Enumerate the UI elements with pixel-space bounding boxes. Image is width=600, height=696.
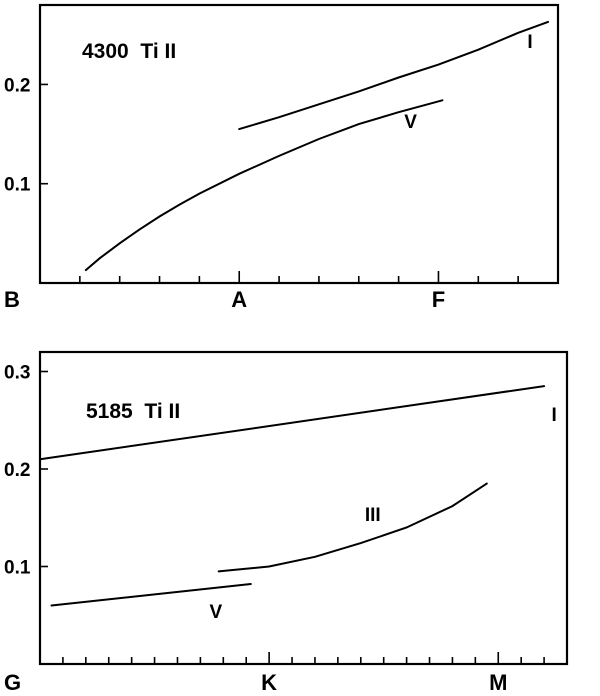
series-line-iii xyxy=(217,482,488,573)
x-tick-label: K xyxy=(261,670,277,695)
x-tick-label: B xyxy=(4,287,20,312)
series-line-v xyxy=(84,99,444,272)
series-label-i: I xyxy=(527,32,532,53)
series-line-v xyxy=(50,583,252,607)
x-minor-ticks xyxy=(62,652,545,664)
plot-frame xyxy=(38,3,560,285)
series-line-i xyxy=(39,385,546,461)
series-group: IV xyxy=(84,20,549,272)
x-tick-label: G xyxy=(4,670,21,695)
series-line-i xyxy=(238,20,549,131)
x-tick-label: F xyxy=(432,287,445,312)
plot-frame xyxy=(38,350,569,666)
y-tick-label: 0.3 xyxy=(4,363,30,384)
y-tick-label: 0.2 xyxy=(4,75,30,96)
series-label-iii: III xyxy=(365,505,381,526)
x-minor-ticks xyxy=(79,271,519,283)
y-axis: 0.1 0.2 xyxy=(4,75,48,196)
x-tick-label: M xyxy=(489,670,507,695)
chart-title: 5185 Ti II xyxy=(86,400,180,423)
chart-title: 4300 Ti II xyxy=(82,40,176,63)
y-axis: 0.1 0.2 0.3 xyxy=(4,363,48,579)
series-label-v: V xyxy=(404,112,417,133)
y-tick-label: 0.1 xyxy=(4,175,31,196)
y-tick-label: 0.1 xyxy=(4,558,31,579)
series-label-v: V xyxy=(209,602,222,623)
x-tick-label: A xyxy=(231,287,247,312)
y-tick-label: 0.2 xyxy=(4,460,30,481)
series-label-i: I xyxy=(551,405,556,426)
